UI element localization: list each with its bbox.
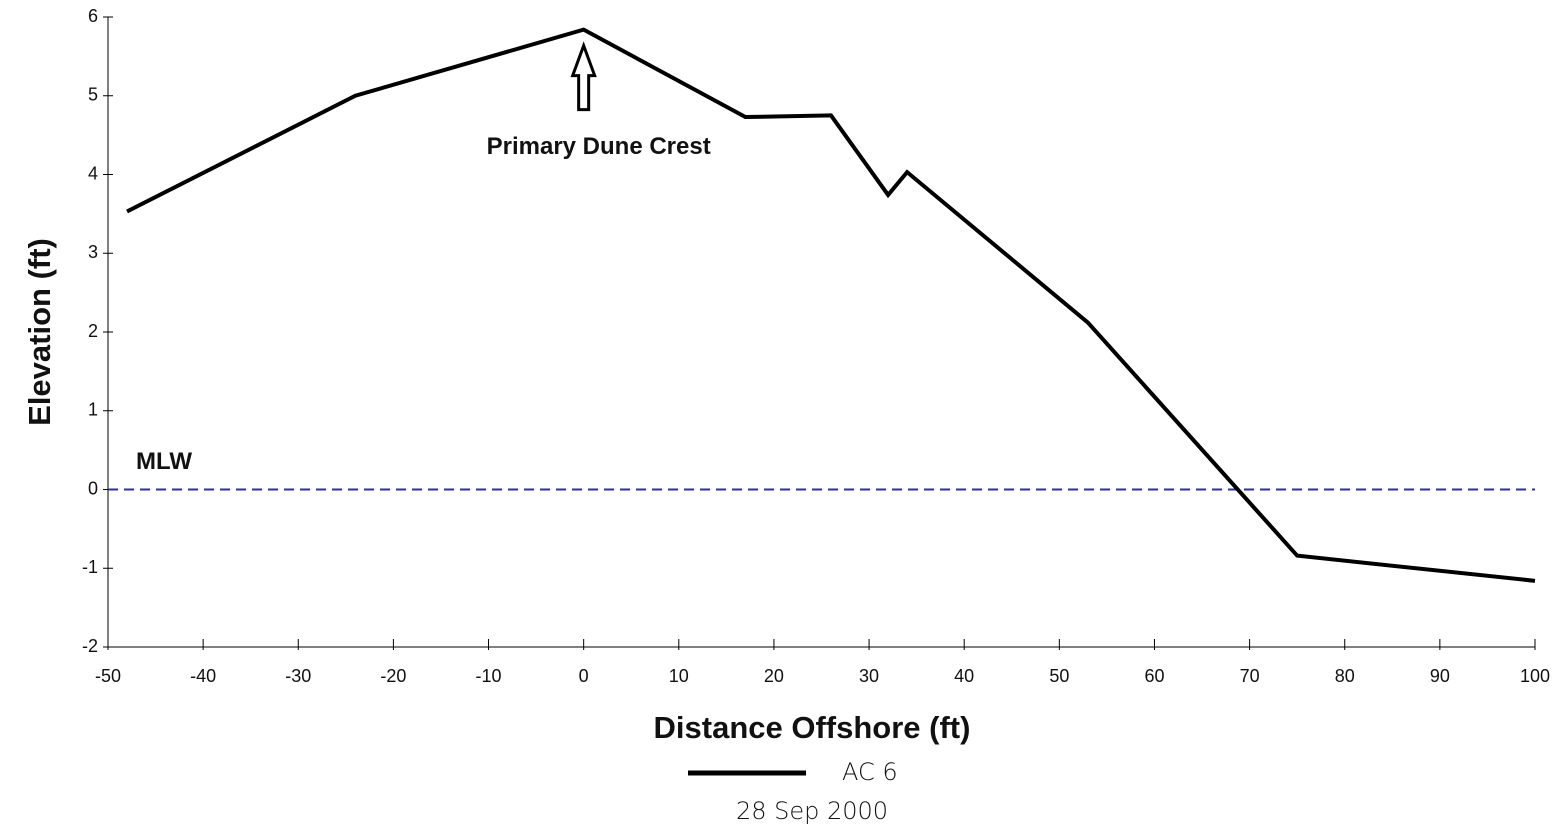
subtitle: 28 Sep 2000 [736, 797, 888, 825]
x-tick-label: -50 [95, 666, 121, 686]
x-tick-label: 0 [579, 666, 589, 686]
y-tick-label: -2 [82, 636, 98, 656]
y-tick-label: 3 [88, 242, 98, 262]
x-tick-label: 90 [1430, 666, 1450, 686]
x-tick-label: 100 [1520, 666, 1550, 686]
x-tick-label: -30 [285, 666, 311, 686]
y-tick-label: 6 [88, 6, 98, 26]
y-tick-label: -1 [82, 557, 98, 577]
data-line [126, 27, 1536, 583]
y-tick-label: 0 [88, 478, 98, 498]
x-tick-label: -10 [476, 666, 502, 686]
x-tick-label: 80 [1335, 666, 1355, 686]
x-tick-label: 50 [1049, 666, 1069, 686]
x-tick-label: 40 [954, 666, 974, 686]
annotation-arrow [570, 41, 597, 112]
reference-label: MLW [136, 448, 192, 475]
x-tick-label: -20 [380, 666, 406, 686]
y-tick-label: 4 [88, 163, 98, 183]
legend-label: AC 6 [842, 758, 898, 786]
x-tick-label: 60 [1144, 666, 1164, 686]
y-tick-label: 5 [88, 85, 98, 105]
annotation-text: Primary Dune Crest [487, 133, 711, 160]
x-tick-label: 30 [859, 666, 879, 686]
x-tick-label: 20 [764, 666, 784, 686]
y-tick-label: 2 [88, 321, 98, 341]
y-tick-label: 1 [88, 400, 98, 420]
y-axis-label: Elevation (ft) [22, 238, 57, 426]
x-tick-label: -40 [190, 666, 216, 686]
x-axis-label: Distance Offshore (ft) [654, 710, 971, 745]
x-tick-label: 70 [1240, 666, 1260, 686]
x-tick-label: 10 [669, 666, 689, 686]
